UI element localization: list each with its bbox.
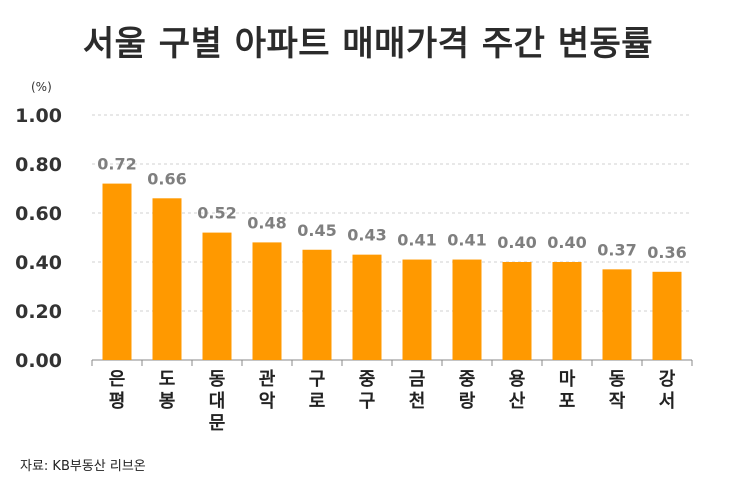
bars [102,183,682,360]
y-axis-ticks: 0.00 0.20 0.40 0.60 0.80 1.00 [15,105,62,372]
data-label: 0.40 [497,233,536,252]
bar [602,269,632,360]
y-tick-label: 0.60 [15,203,62,225]
data-label: 0.41 [447,231,486,250]
data-label: 0.66 [147,169,186,188]
y-tick-label: 0.40 [15,252,62,274]
data-label: 0.52 [197,204,236,223]
bar [502,262,532,360]
bar [152,198,182,360]
data-label: 0.43 [347,226,386,245]
grid-lines [92,114,692,361]
bar-chart: 0.00 0.20 0.40 0.60 0.80 1.00 0.72 0.66 0.52 0.4… [15,105,693,434]
bar [252,242,282,360]
y-tick-label: 0.80 [15,154,62,176]
bar [652,271,682,360]
bar [302,249,332,360]
bar [352,254,382,360]
y-tick-label: 1.00 [15,105,62,127]
bar [452,259,482,360]
source-note: 자료: KB부동산 리브온 [20,459,146,474]
data-label: 0.48 [247,213,286,232]
y-tick-label: 0.20 [15,301,62,323]
bar [102,183,132,360]
data-label: 0.36 [647,243,686,262]
bar [402,259,432,360]
bar [202,232,232,360]
chart-title: 서울 구별 아파트 매매가격 주간 변동률 [82,24,654,64]
data-label: 0.40 [547,233,586,252]
data-label: 0.41 [397,231,436,250]
data-label: 0.72 [97,155,136,174]
y-axis-unit-label: (%) [31,80,52,94]
bar [552,262,582,360]
data-label: 0.37 [597,240,636,259]
y-tick-label: 0.00 [15,350,62,372]
value-labels: 0.72 0.66 0.52 0.48 0.45 0.43 0.41 0.41 0.40 0.40… [97,155,686,262]
data-label: 0.45 [297,221,336,240]
x-axis-ticks: 은 평 도 봉 동 대 문 관 악 구 로 중 구 금 천 중 랑 용 산 마 포 동 작 강 서 [91,360,693,434]
